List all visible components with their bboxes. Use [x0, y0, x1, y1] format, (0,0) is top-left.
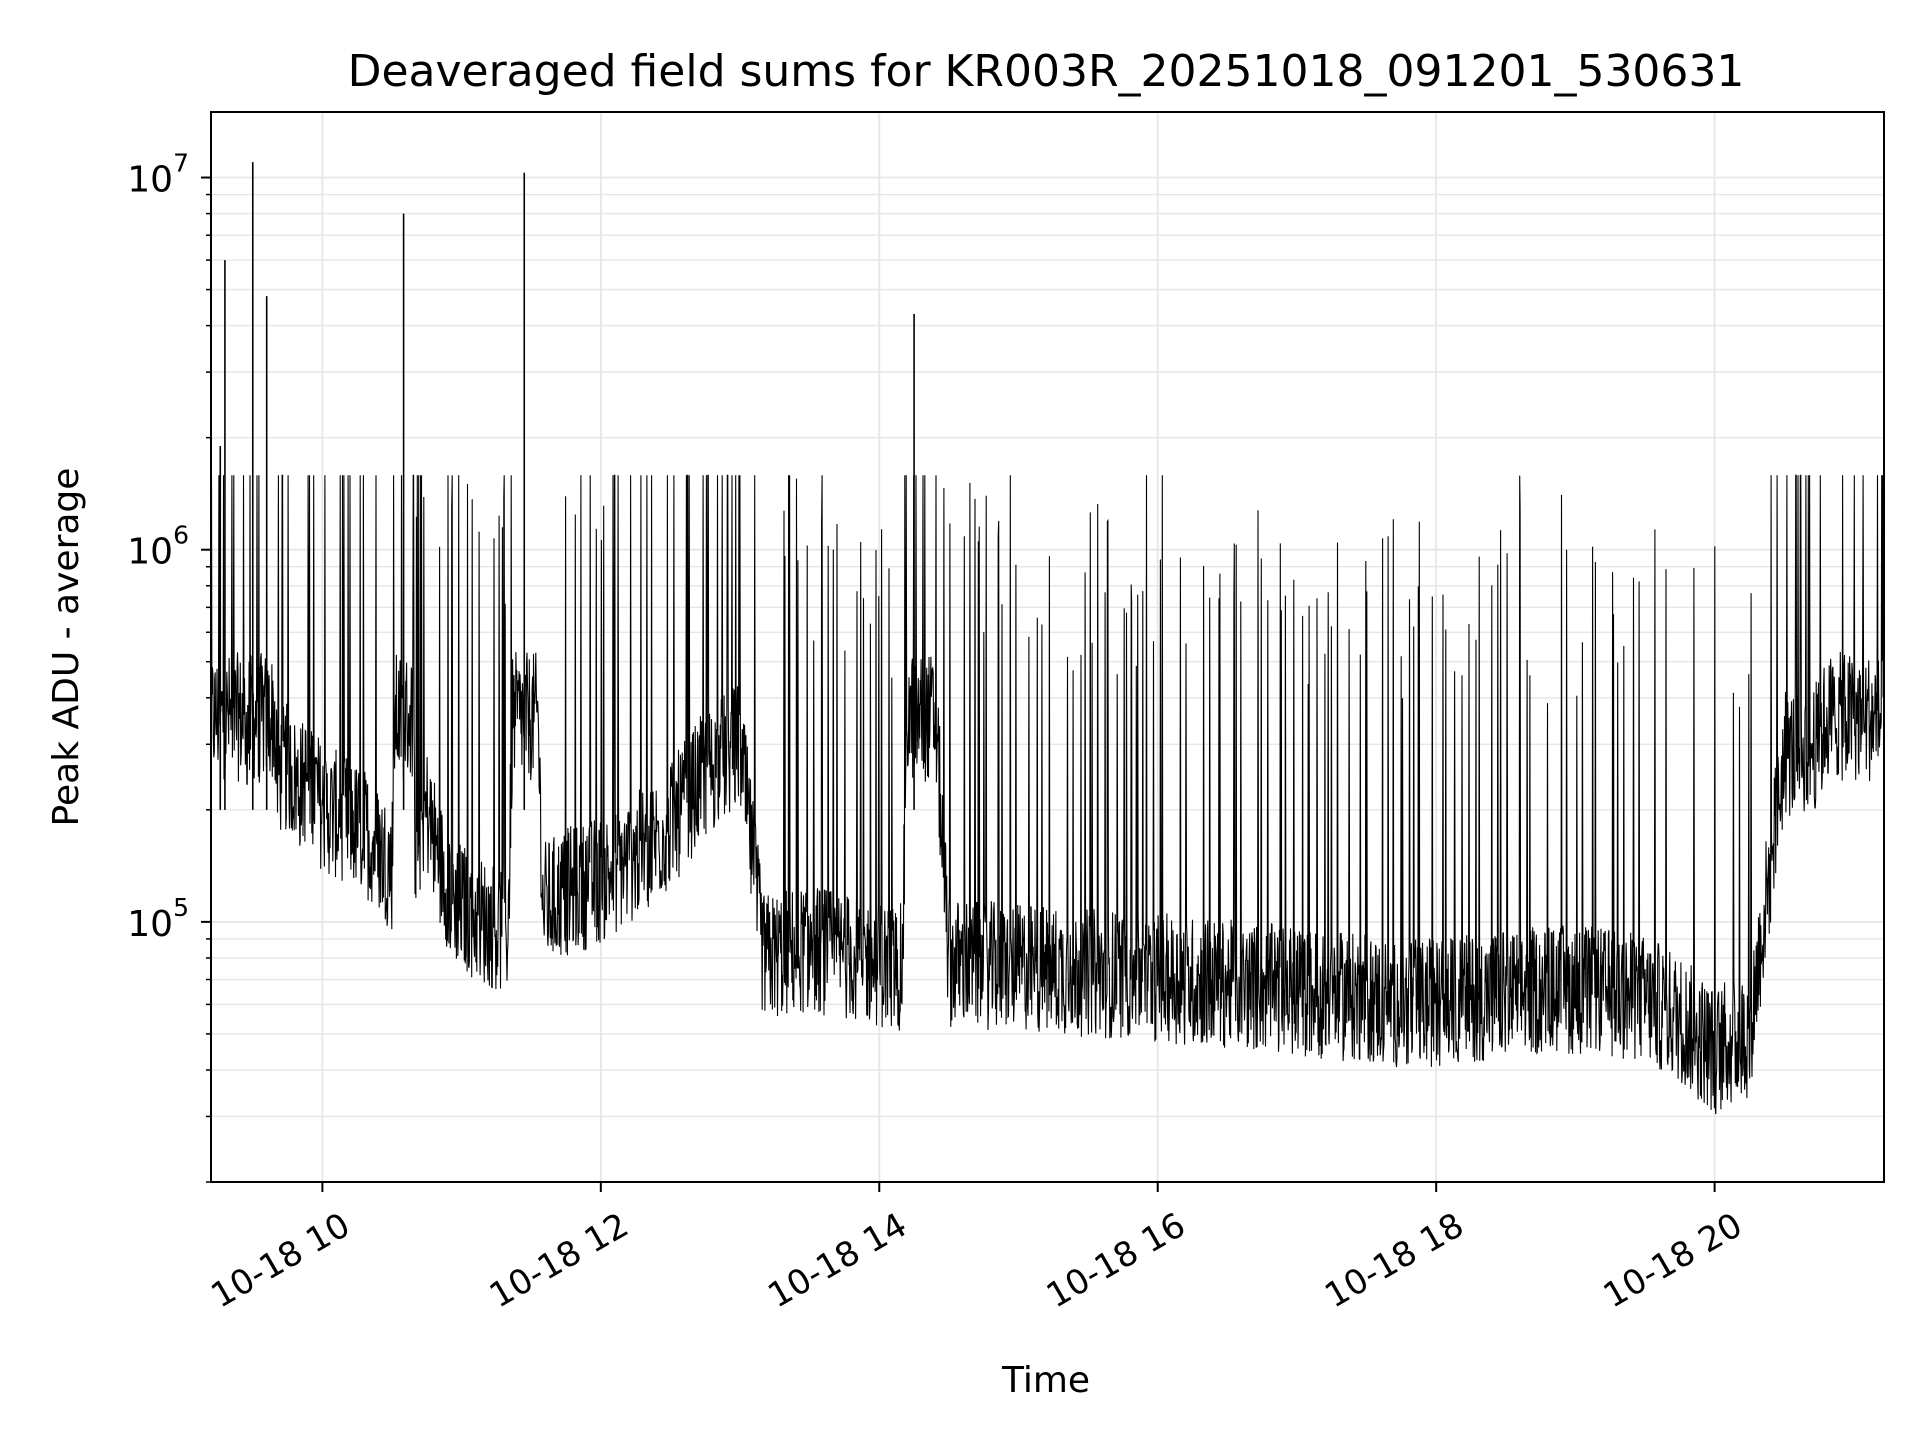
chart-title: Deaveraged field sums for KR003R_2025101… — [348, 46, 1745, 97]
y-axis: 105 106 107 — [127, 149, 211, 1183]
series-line — [210, 474, 1885, 1115]
series-layer — [210, 162, 1885, 1115]
y-tick-label: 106 — [127, 521, 189, 573]
x-axis-label: Time — [1001, 1360, 1090, 1401]
y-tick-label: 105 — [127, 893, 189, 945]
y-tick-label: 107 — [127, 149, 189, 201]
plot-frame — [210, 111, 1885, 1183]
y-axis-label: Peak ADU - average — [46, 468, 87, 827]
